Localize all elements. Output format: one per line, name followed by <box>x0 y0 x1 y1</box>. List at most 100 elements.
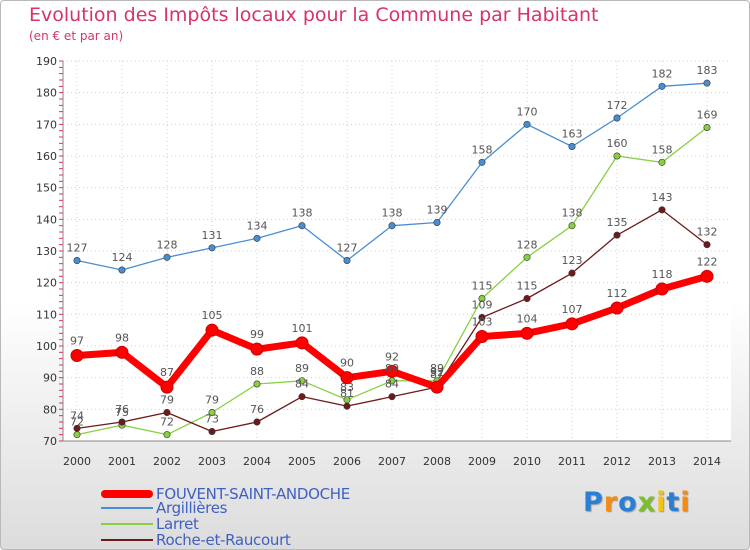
data-label: 123 <box>562 254 583 267</box>
data-label: 135 <box>607 216 628 229</box>
legend-item-larret: Larret <box>101 515 199 533</box>
x-tick-label: 2007 <box>378 455 406 468</box>
y-tick-label: 160 <box>36 150 57 163</box>
data-point <box>655 282 669 296</box>
data-label: 134 <box>247 219 268 232</box>
x-tick-label: 2006 <box>333 455 361 468</box>
data-label: 118 <box>652 268 673 281</box>
data-label: 127 <box>337 242 358 255</box>
data-point <box>388 222 396 230</box>
data-point <box>205 323 219 337</box>
data-label: 170 <box>517 105 538 118</box>
data-label: 143 <box>652 191 673 204</box>
data-label: 87 <box>430 368 444 381</box>
data-point <box>385 364 399 378</box>
data-point <box>478 294 486 302</box>
data-label: 76 <box>250 403 264 416</box>
data-point <box>568 222 576 230</box>
logo-letter: P <box>583 487 604 518</box>
data-label: 128 <box>157 238 178 251</box>
y-tick-label: 120 <box>36 277 57 290</box>
logo-letter: r <box>603 487 619 518</box>
data-point <box>340 371 354 385</box>
data-label: 88 <box>250 365 264 378</box>
data-label: 90 <box>340 357 354 370</box>
data-point <box>613 152 621 160</box>
y-tick-label: 130 <box>36 245 57 258</box>
legend-swatch <box>101 523 153 525</box>
x-tick-label: 2009 <box>468 455 496 468</box>
data-label: 160 <box>607 137 628 150</box>
data-label: 84 <box>385 378 399 391</box>
data-label: 131 <box>202 229 223 242</box>
legend-swatch <box>101 539 153 541</box>
proxiti-logo: Proxiti <box>583 487 691 518</box>
data-label: 72 <box>70 416 84 429</box>
data-point <box>613 231 621 239</box>
data-label: 97 <box>70 335 84 348</box>
data-point <box>523 294 531 302</box>
data-label: 101 <box>292 322 313 335</box>
data-label: 158 <box>652 143 673 156</box>
data-label: 112 <box>607 287 628 300</box>
data-point <box>343 256 351 264</box>
data-point <box>253 234 261 242</box>
data-label: 74 <box>70 409 84 422</box>
data-point <box>118 266 126 274</box>
data-label: 182 <box>652 67 673 80</box>
y-tick-label: 180 <box>36 87 57 100</box>
logo-letter: x <box>637 487 657 518</box>
data-label: 87 <box>160 366 174 379</box>
data-point <box>703 124 711 132</box>
data-point <box>253 380 261 388</box>
data-label: 128 <box>517 238 538 251</box>
y-tick-label: 190 <box>36 55 57 68</box>
data-label: 115 <box>517 280 538 293</box>
data-point <box>703 79 711 87</box>
data-point <box>658 206 666 214</box>
data-point <box>73 256 81 264</box>
chart-subtitle: (en € et par an) <box>29 29 124 43</box>
legend-label: Larret <box>156 515 199 533</box>
data-label: 124 <box>112 251 133 264</box>
x-tick-label: 2002 <box>153 455 181 468</box>
data-label: 84 <box>295 378 309 391</box>
data-point <box>433 219 441 227</box>
data-point <box>163 431 171 439</box>
legend-label: Argillières <box>156 499 228 517</box>
data-point <box>298 393 306 401</box>
data-label: 139 <box>427 204 448 217</box>
y-tick-label: 110 <box>36 308 57 321</box>
data-point <box>703 241 711 249</box>
x-tick-label: 2000 <box>63 455 91 468</box>
data-label: 79 <box>205 394 219 407</box>
legend-swatch <box>101 490 153 498</box>
logo-letter: t <box>666 487 681 518</box>
data-point <box>568 269 576 277</box>
data-label: 163 <box>562 128 583 141</box>
legend-item-fouvent: FOUVENT-SAINT-ANDOCHE <box>101 485 350 503</box>
logo-letter: i <box>680 487 691 518</box>
data-point <box>388 393 396 401</box>
data-label: 92 <box>385 350 399 363</box>
data-label: 83 <box>340 381 354 394</box>
data-labels: 127 124 128 131 134 138 127 138 139 158 170 163 172 1… <box>67 64 718 429</box>
data-label: 76 <box>115 403 129 416</box>
x-tick-label: 2010 <box>513 455 541 468</box>
y-tick-label: 170 <box>36 118 57 131</box>
legend-swatch <box>101 507 153 509</box>
data-label: 172 <box>607 99 628 112</box>
x-tick-label: 2003 <box>198 455 226 468</box>
data-label: 122 <box>697 255 718 268</box>
data-label: 104 <box>517 312 538 325</box>
data-point <box>478 158 486 166</box>
legend-item-roche: Roche-et-Raucourt <box>101 531 291 549</box>
data-label: 103 <box>472 316 493 329</box>
y-tick-label: 80 <box>43 403 57 416</box>
x-tick-label: 2008 <box>423 455 451 468</box>
x-tick-label: 2011 <box>558 455 586 468</box>
data-point <box>520 326 534 340</box>
y-tick-label: 90 <box>43 372 57 385</box>
